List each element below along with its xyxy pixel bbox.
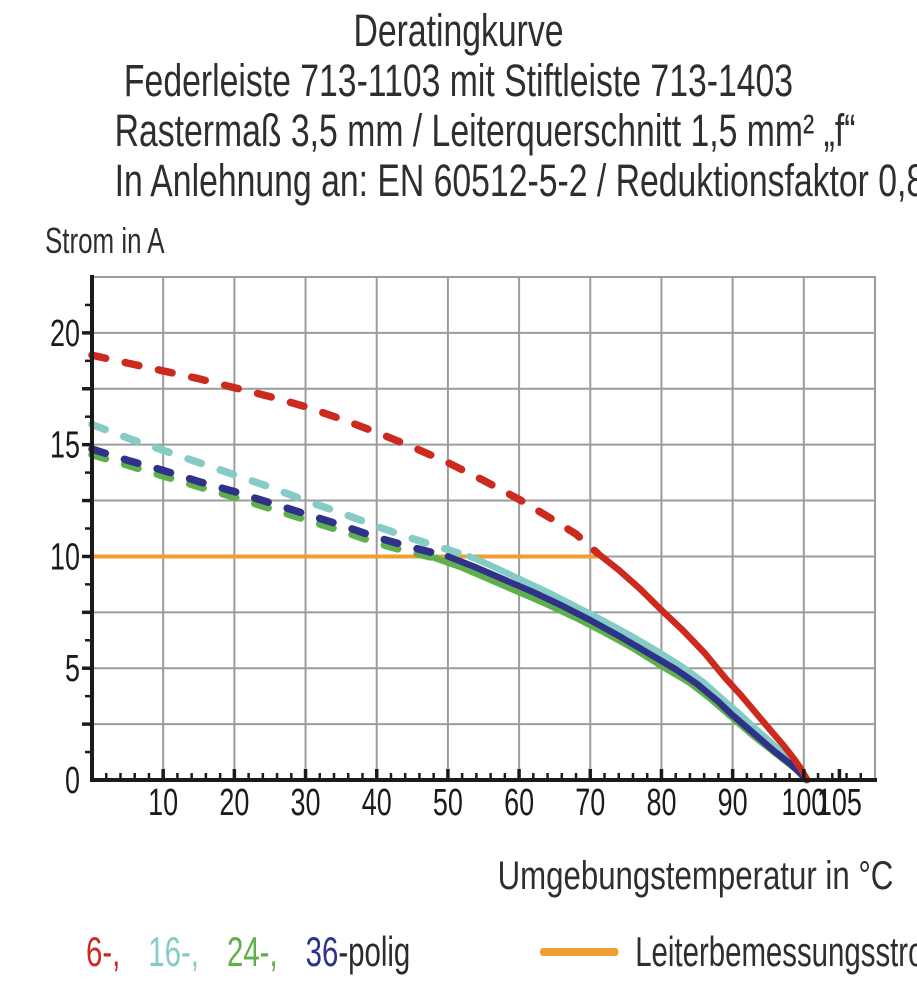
chart-title-block: Deratingkurve Federleiste 713-1103 mit S… xyxy=(0,6,917,206)
legend-item-label: 24-, xyxy=(226,928,278,975)
series-16-polig-solid xyxy=(466,553,810,784)
legend-item-36-polig: 36-polig xyxy=(306,928,411,976)
series-36-polig-solid xyxy=(444,553,810,784)
x-tick-label-30: 30 xyxy=(291,782,321,824)
y-tick-label-10: 10 xyxy=(50,536,80,578)
x-tick-label-60: 60 xyxy=(504,782,534,824)
x-tick-label-100: 100 xyxy=(781,782,826,824)
series-24-polig-dashed xyxy=(88,450,438,562)
series-16-polig-dashed xyxy=(88,420,474,561)
x-tick-label-90: 90 xyxy=(718,782,748,824)
series-6-polig-dashed xyxy=(88,351,602,557)
reference-line-swatch xyxy=(540,948,619,956)
y-tick-labels: 0 5 10 15 20 xyxy=(50,313,80,802)
legend-item-6-polig: 6-, xyxy=(86,928,120,976)
x-axis-title: Umgebungstemperatur in °C xyxy=(497,854,893,898)
legend-item-suffix: -polig xyxy=(338,928,411,975)
x-tick-label-40: 40 xyxy=(362,782,392,824)
legend-item-label: 16-, xyxy=(148,928,199,975)
y-tick-label-5: 5 xyxy=(65,648,80,690)
x-tick-label-80: 80 xyxy=(646,782,676,824)
axes xyxy=(90,275,877,782)
y-tick-label-20: 20 xyxy=(50,313,80,355)
x-tick-label-105: 105 xyxy=(817,782,862,824)
y-axis-title: Strom in A xyxy=(45,220,165,261)
reference-line-label: Leiterbemessungsstrom xyxy=(635,928,917,975)
y-tick-label-15: 15 xyxy=(50,425,80,467)
legend-item-16-polig: 16-, xyxy=(148,928,199,976)
axis-ticks xyxy=(82,303,863,780)
legend-item-label: 36 xyxy=(305,928,339,975)
series xyxy=(88,351,811,784)
chart-subtitle-specs: Rastermaß 3,5 mm / Leiterquerschnitt 1,5… xyxy=(114,105,856,156)
x-tick-label-10: 10 xyxy=(148,782,178,824)
plot-border xyxy=(91,276,876,781)
chart-subtitle-products: Federleiste 713-1103 mit Stiftleiste 713… xyxy=(123,55,794,106)
x-tick-label-50: 50 xyxy=(433,782,463,824)
legend-item-label: 6-, xyxy=(86,928,121,975)
series-36-polig-dashed xyxy=(88,445,452,561)
poles-legend: 6-, 16-, 24-, 36-polig xyxy=(86,928,410,976)
series-6-polig-solid xyxy=(594,549,811,784)
y-tick-label-0: 0 xyxy=(65,760,80,802)
x-tick-label-70: 70 xyxy=(575,782,605,824)
chart-title: Deratingkurve xyxy=(353,5,564,56)
reference-legend: Leiterbemessungsstrom xyxy=(540,928,917,976)
chart-subtitle-norm: In Anlehnung an: EN 60512-5-2 / Reduktio… xyxy=(114,155,917,206)
legend-item-24-polig: 24-, xyxy=(227,928,278,976)
gridlines xyxy=(91,276,876,781)
x-tick-label-20: 20 xyxy=(219,782,249,824)
